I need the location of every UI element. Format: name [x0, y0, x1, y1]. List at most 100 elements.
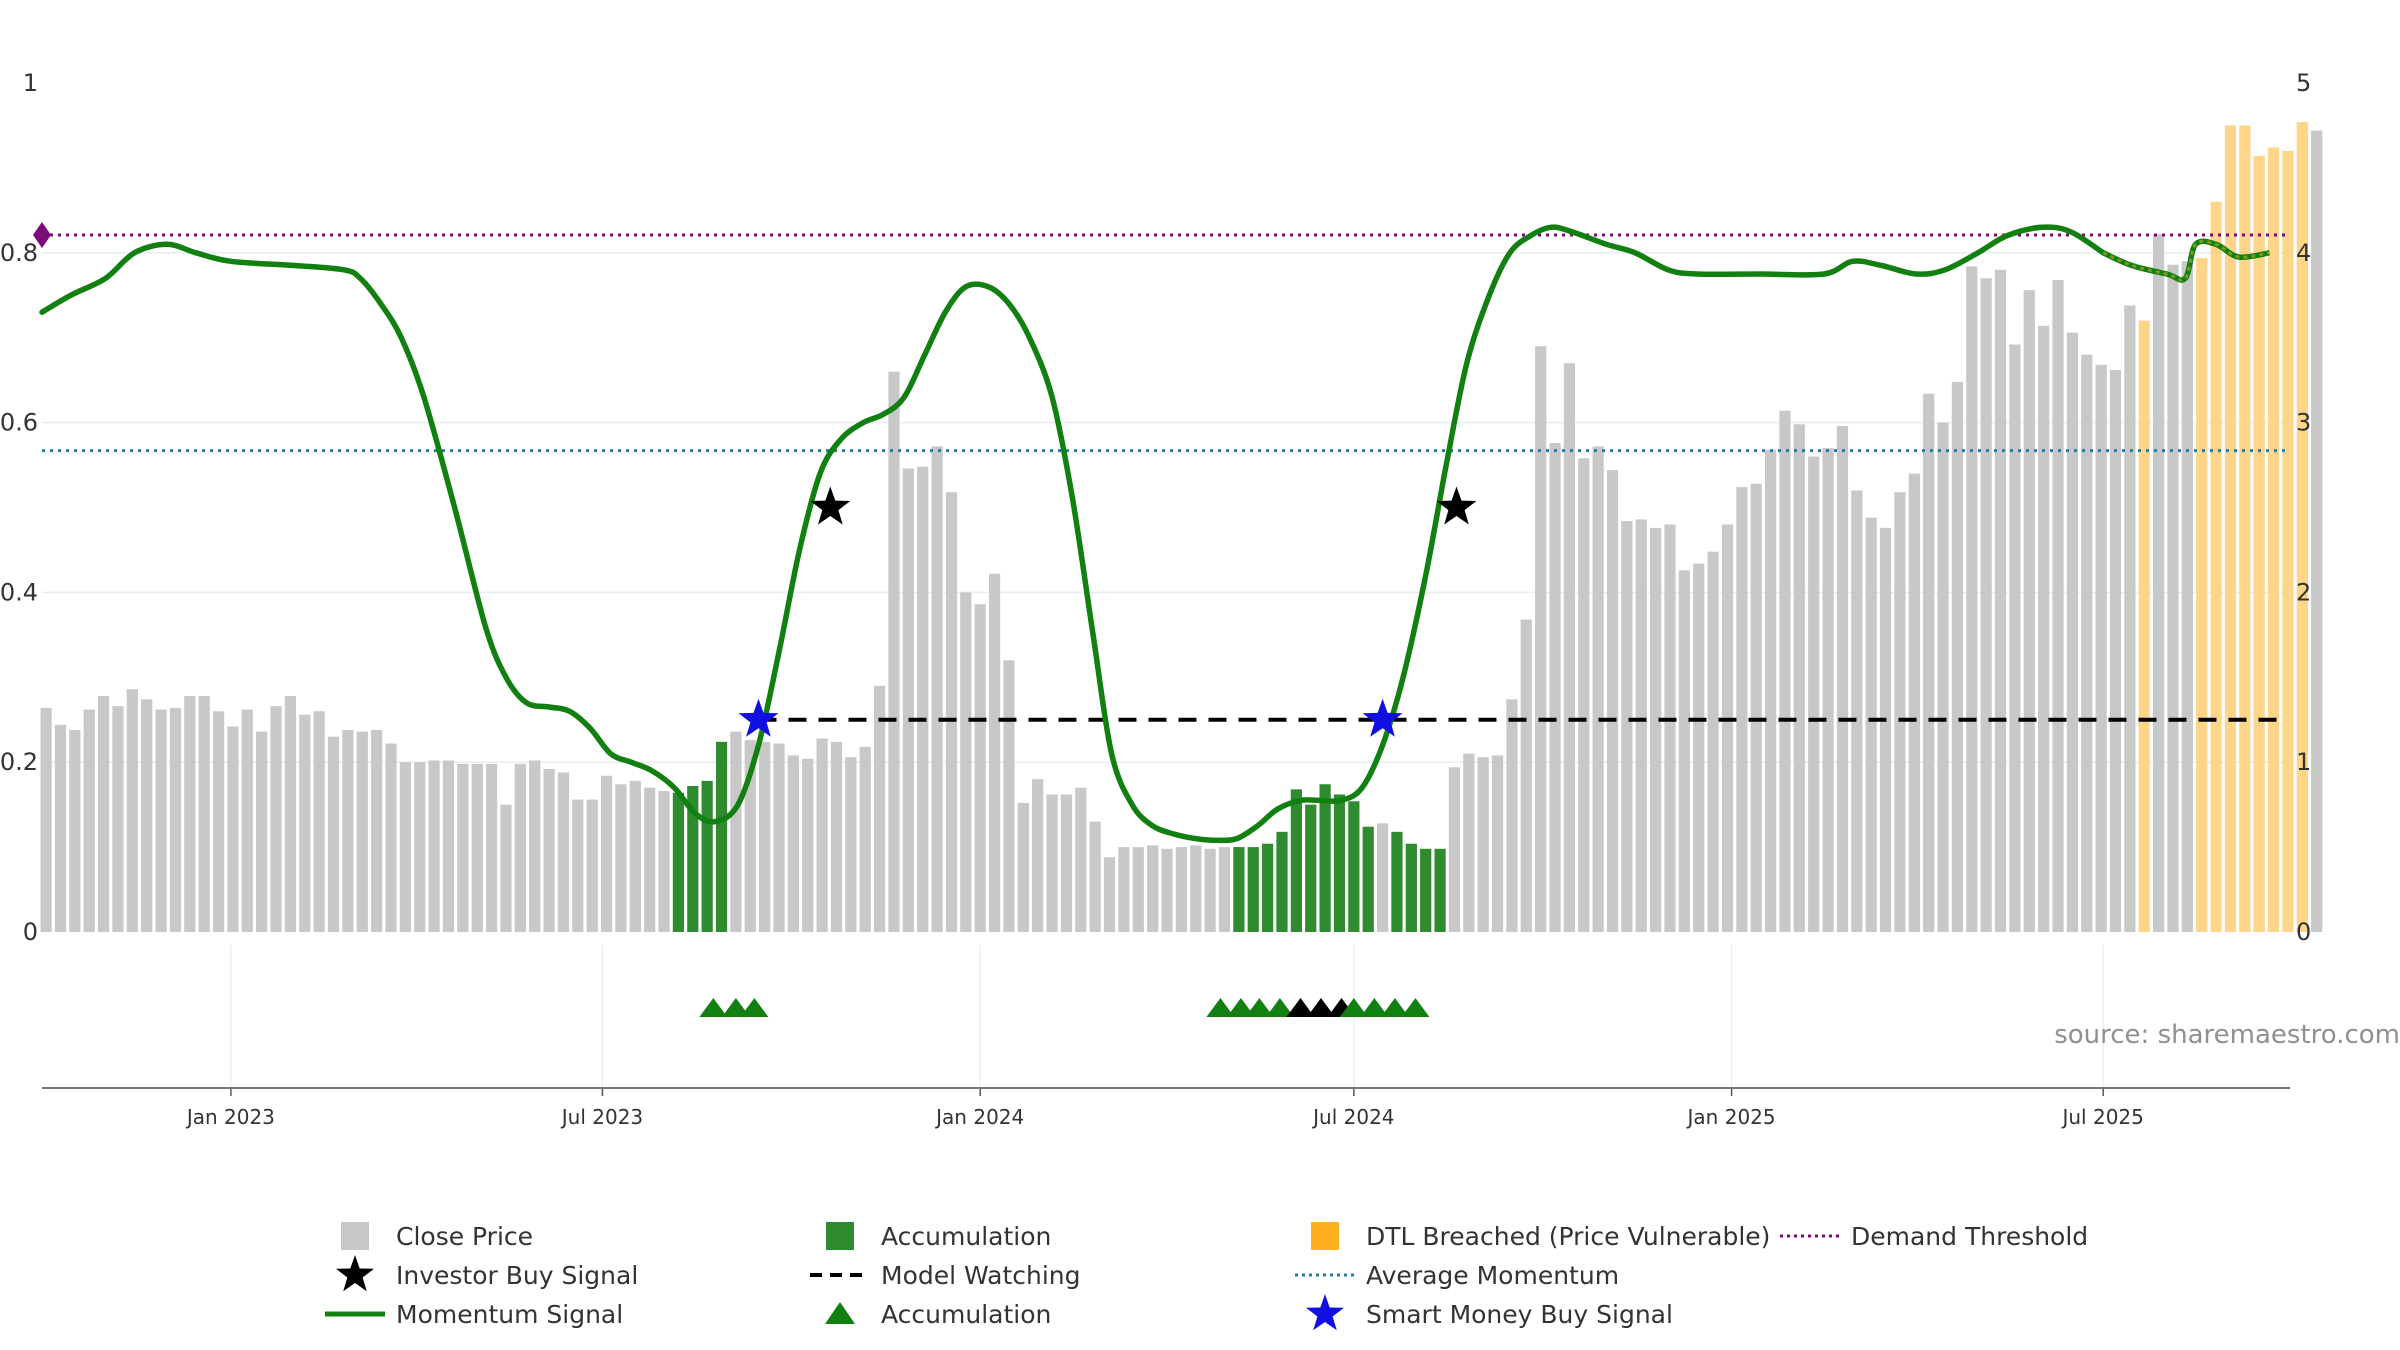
accumulation-bar	[1276, 831, 1288, 932]
legend-label: Close Price	[396, 1222, 533, 1251]
close-price-bar	[457, 763, 469, 932]
close-price-bar	[1448, 767, 1461, 932]
close-price-bar	[1750, 483, 1762, 932]
close-price-bar	[241, 709, 253, 932]
close-price-bar	[1664, 524, 1676, 932]
close-price-bar	[1779, 410, 1791, 932]
x-tick-label: Jan 2023	[185, 1105, 275, 1129]
accumulation-bar	[1434, 848, 1446, 932]
close-price-bar	[2081, 354, 2093, 932]
dtl-breached-bar	[2282, 150, 2294, 933]
y-left-tick-label: 0.2	[0, 748, 38, 776]
close-price-bar	[1736, 487, 1748, 932]
close-price-bar	[2181, 261, 2193, 932]
close-price-bar	[600, 775, 613, 932]
accumulation-triangle	[1401, 998, 1430, 1017]
smart-money-buy-star	[738, 698, 779, 737]
close-price-bar	[960, 592, 972, 932]
close-price-bar	[1578, 458, 1590, 932]
close-price-bar	[1980, 278, 1992, 932]
close-price-bar	[471, 763, 483, 932]
close-price-bar	[2023, 290, 2035, 932]
legend-item: Close Price	[341, 1222, 533, 1251]
dtl-breached-bar	[2196, 257, 2208, 932]
close-price-bar	[845, 757, 857, 932]
close-price-bar	[1764, 449, 1777, 932]
close-price-bar	[744, 740, 756, 932]
close-price-bar	[557, 772, 570, 932]
close-price-bar	[399, 762, 411, 932]
accumulation-triangle	[1339, 998, 1368, 1017]
dtl-breached-bar	[2253, 156, 2265, 932]
accumulation-bar	[1405, 843, 1417, 932]
source-label: source: sharemaestro.com	[2054, 1020, 2400, 1050]
close-price-bar	[227, 726, 239, 932]
close-price-bar	[1132, 847, 1144, 932]
smart-money-buy-star	[1362, 698, 1403, 737]
accumulation-triangle	[721, 998, 750, 1017]
accumulation-bar	[1362, 826, 1374, 932]
y-left-tick-label: 0.8	[0, 239, 38, 267]
accumulation-bar	[1233, 847, 1245, 932]
dtl-breached-bar	[2239, 125, 2251, 932]
close-price-bar	[1693, 563, 1705, 932]
signal-lines	[33, 221, 2290, 844]
close-price-bar	[1822, 448, 1834, 932]
close-price-bar	[270, 706, 282, 932]
x-tick-label: Jul 2023	[560, 1105, 643, 1129]
legend-star-icon	[1306, 1294, 1344, 1331]
investor-buy-star	[810, 486, 851, 525]
legend-item: DTL Breached (Price Vulnerable)	[1311, 1222, 1770, 1251]
close-price-bar	[342, 729, 354, 932]
close-price-bar	[1606, 470, 1619, 932]
close-price-bar	[1966, 266, 1978, 932]
accumulation-triangle	[699, 998, 728, 1017]
legend-label: Investor Buy Signal	[396, 1261, 638, 1290]
close-price-bar	[902, 468, 914, 932]
close-price-bar	[787, 755, 799, 932]
close-price-bar	[802, 758, 814, 932]
close-price-bar	[1937, 422, 1949, 932]
close-price-bar	[112, 706, 124, 932]
close-price-bar	[414, 762, 426, 932]
close-price-bar	[1147, 845, 1159, 932]
legend-swatch	[1311, 1222, 1339, 1250]
close-price-bar	[1046, 794, 1058, 932]
close-price-bar	[1032, 779, 1044, 932]
close-price-bar	[1592, 446, 1604, 932]
close-price-bar	[1376, 823, 1389, 932]
accumulation-triangle	[1245, 998, 1274, 1017]
close-price-bar	[629, 780, 641, 932]
close-price-bar	[1003, 660, 1015, 932]
legend-label: DTL Breached (Price Vulnerable)	[1366, 1222, 1770, 1251]
legend-swatch	[826, 1222, 854, 1250]
accumulation-bar	[1420, 848, 1432, 932]
y-right-tick-label: 0	[2296, 918, 2311, 946]
legend-item: Average Momentum	[1295, 1261, 1619, 1290]
close-price-bar	[830, 741, 843, 932]
close-price-bar	[2109, 369, 2122, 932]
close-price-bar	[1836, 425, 1849, 932]
x-tick-label: Jul 2025	[2060, 1105, 2143, 1129]
dtl-breached-bar	[2210, 201, 2222, 933]
close-price-bar	[327, 736, 340, 932]
close-price-bar	[572, 799, 584, 932]
close-price-bar	[2311, 130, 2323, 932]
close-price-bar	[1535, 346, 1547, 932]
close-price-bar	[169, 707, 182, 932]
close-price-bar	[1678, 570, 1690, 932]
close-price-bar	[256, 731, 268, 932]
close-price-bar	[874, 685, 886, 932]
y-right-tick-label: 5	[2296, 69, 2311, 97]
legend-star-icon	[336, 1255, 374, 1292]
close-price-bar	[1793, 424, 1805, 932]
legend-item: Momentum Signal	[325, 1300, 623, 1329]
close-price-bar	[1879, 527, 1892, 932]
accumulation-bar	[1262, 843, 1274, 932]
x-tick-label: Jan 2025	[1686, 1105, 1776, 1129]
close-price-bar	[529, 760, 541, 932]
legend-item: Smart Money Buy Signal	[1306, 1294, 1673, 1331]
close-price-bar	[313, 711, 325, 932]
close-price-bar	[1204, 848, 1216, 932]
accumulation-triangle	[1286, 998, 1315, 1017]
